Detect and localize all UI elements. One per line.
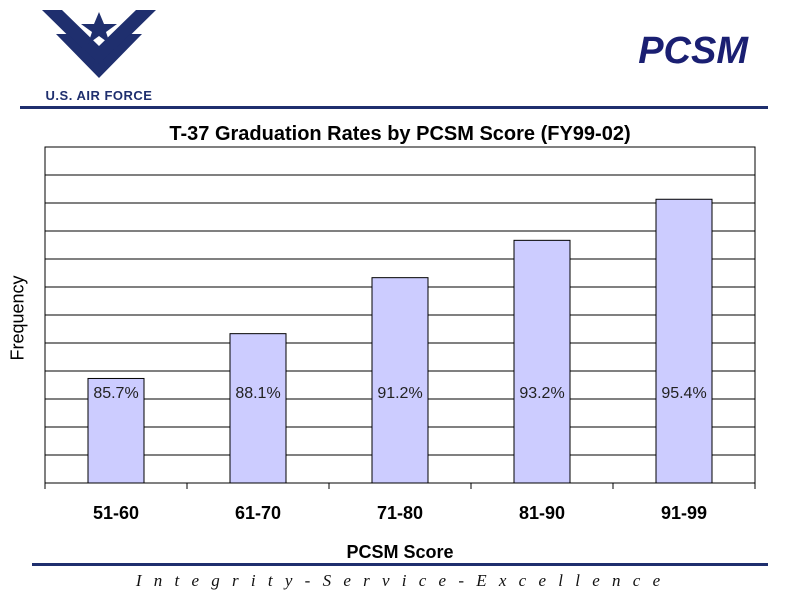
chart-title: T-37 Graduation Rates by PCSM Score (FY9… [169, 123, 631, 145]
x-tick-label: 61-70 [235, 503, 281, 523]
data-label: 85.7% [93, 385, 138, 402]
y-axis-label: Frequency [7, 275, 28, 361]
x-tick-label: 71-80 [377, 503, 423, 523]
data-label: 91.2% [377, 385, 422, 402]
bar [655, 198, 713, 484]
x-axis-label: PCSM Score [346, 542, 454, 562]
page-title: PCSM [638, 30, 748, 72]
x-tick-label: 51-60 [93, 503, 139, 523]
bar [513, 239, 571, 484]
air-force-logo [42, 10, 156, 78]
x-tick-label: 81-90 [519, 503, 565, 523]
bar [371, 277, 429, 484]
data-label: 88.1% [235, 385, 280, 402]
footer-rule [32, 563, 768, 566]
bar [87, 377, 145, 484]
data-label: 95.4% [661, 385, 706, 402]
x-tick-label: 91-99 [661, 503, 707, 523]
bar [229, 333, 287, 484]
footer-motto: I n t e g r i t y - S e r v i c e - E x … [135, 571, 665, 590]
header-rule [20, 106, 768, 109]
data-label: 93.2% [519, 385, 564, 402]
logo-wordmark: U.S. AIR FORCE [45, 88, 153, 103]
